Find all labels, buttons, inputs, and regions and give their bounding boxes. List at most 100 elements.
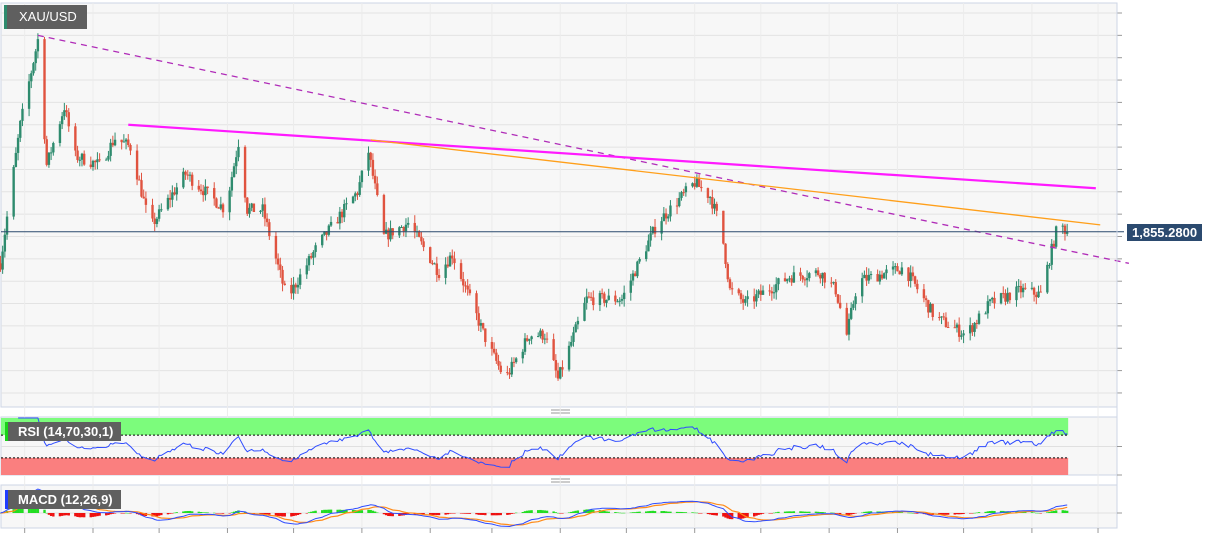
candle-body xyxy=(662,213,666,222)
macd-histogram-bar xyxy=(345,509,348,513)
macd-label[interactable]: MACD (12,26,9) xyxy=(5,490,121,509)
candle-body xyxy=(481,323,485,329)
macd-histogram-bar xyxy=(603,510,606,513)
candle-body xyxy=(876,274,879,282)
candle-body xyxy=(422,241,425,248)
macd-histogram-bar xyxy=(715,513,718,516)
macd-histogram-bar xyxy=(607,511,610,513)
candle-body xyxy=(907,267,910,281)
candle-body xyxy=(14,152,18,167)
macd-histogram-bar xyxy=(360,510,364,513)
macd-histogram-bar xyxy=(384,513,388,516)
macd-histogram-bar xyxy=(695,512,699,514)
candle-body xyxy=(400,226,403,228)
candle-body xyxy=(860,278,864,297)
macd-histogram-bar xyxy=(325,509,328,513)
candle-body xyxy=(927,300,930,313)
macd-histogram-bar xyxy=(1030,512,1034,513)
macd-histogram-bar xyxy=(819,512,822,513)
macd-histogram-bar xyxy=(506,513,509,515)
macd-histogram-bar xyxy=(682,512,685,513)
macd-histogram-bar xyxy=(525,510,529,513)
macd-histogram-bar xyxy=(32,505,35,513)
candle-body xyxy=(1050,243,1053,265)
macd-histogram-bar xyxy=(36,506,40,513)
macd-histogram-bar xyxy=(730,513,734,520)
candle-body xyxy=(16,137,20,153)
macd-histogram-bar xyxy=(221,513,225,514)
macd-histogram-bar xyxy=(622,512,626,514)
candle-body xyxy=(446,264,450,267)
candle-body xyxy=(618,300,621,302)
macd-histogram-bar xyxy=(1065,510,1069,513)
candle-body xyxy=(821,272,824,279)
candle-body xyxy=(772,292,776,294)
macd-histogram-bar xyxy=(916,513,919,514)
macd-histogram-bar xyxy=(406,513,410,515)
macd-histogram-bar xyxy=(391,513,394,517)
rsi-label[interactable]: RSI (14,70,30,1) xyxy=(5,422,122,441)
macd-histogram-bar xyxy=(768,513,771,514)
macd-histogram-bar xyxy=(993,511,996,513)
candle-body xyxy=(67,112,70,127)
macd-histogram-bar xyxy=(618,512,621,514)
candle-body xyxy=(279,264,282,270)
current-price-badge: 1,855.2800 xyxy=(1127,224,1203,241)
candle-body xyxy=(847,318,851,335)
candle-body xyxy=(894,266,897,268)
macd-histogram-bar xyxy=(497,513,500,516)
candle-body xyxy=(429,247,432,263)
macd-histogram-bar xyxy=(21,505,24,513)
macd-histogram-bar xyxy=(662,511,666,513)
candle-body xyxy=(202,191,205,196)
macd-histogram-bar xyxy=(587,509,591,513)
candle-body xyxy=(880,274,884,279)
candle-body xyxy=(376,183,379,195)
macd-histogram-bar xyxy=(940,513,943,515)
macd-histogram-bar xyxy=(986,511,990,513)
macd-panel xyxy=(0,484,1118,529)
macd-histogram-bar xyxy=(973,512,976,514)
candle-body xyxy=(523,338,527,352)
macd-histogram-bar xyxy=(294,513,297,516)
candle-body xyxy=(345,203,348,205)
macd-histogram-bar xyxy=(801,511,804,513)
candle-body xyxy=(660,221,663,234)
macd-histogram-bar xyxy=(713,513,716,516)
candle-body xyxy=(219,204,223,209)
macd-histogram-bar xyxy=(678,511,681,513)
macd-histogram-bar xyxy=(433,513,436,515)
macd-histogram-bar xyxy=(957,513,961,515)
macd-histogram-bar xyxy=(960,513,963,515)
candle-body xyxy=(1048,264,1051,266)
candle-body xyxy=(343,203,346,218)
candle-body xyxy=(962,333,965,336)
candle-body xyxy=(19,120,22,138)
candle-body xyxy=(45,139,48,165)
macd-histogram-bar xyxy=(63,513,66,516)
candle-body xyxy=(484,328,487,343)
macd-histogram-bar xyxy=(592,509,595,513)
macd-histogram-bar xyxy=(799,511,802,513)
candle-body xyxy=(561,367,564,370)
candle-body xyxy=(838,302,842,308)
candle-body xyxy=(437,274,441,278)
macd-histogram-bar xyxy=(761,513,765,514)
macd-histogram-bar xyxy=(206,512,209,513)
macd-histogram-bar xyxy=(803,511,807,513)
macd-histogram-bar xyxy=(545,510,549,513)
candle-body xyxy=(499,365,502,373)
macd-histogram-bar xyxy=(45,512,48,514)
candle-body xyxy=(539,330,542,337)
macd-histogram-bar xyxy=(166,513,170,515)
macd-histogram-bar xyxy=(217,513,220,514)
candle-body xyxy=(298,274,302,285)
candle-body xyxy=(250,203,253,208)
candle-body xyxy=(991,297,994,300)
candle-body xyxy=(541,330,544,340)
macd-histogram-bar xyxy=(153,513,156,517)
macd-histogram-bar xyxy=(523,511,527,513)
candle-body xyxy=(869,274,873,276)
candle-body xyxy=(65,110,68,113)
